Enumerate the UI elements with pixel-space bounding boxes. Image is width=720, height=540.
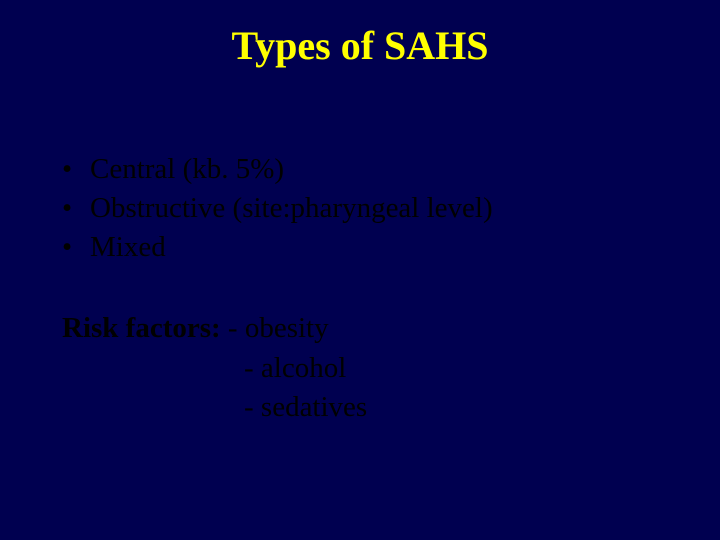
bullet-glyph-icon: • bbox=[62, 189, 90, 228]
risk-factors-label: Risk factors: bbox=[62, 312, 221, 344]
bullet-text: Mixed bbox=[90, 228, 166, 267]
bullet-text: Central (kb. 5%) bbox=[90, 150, 284, 189]
risk-factors-item: - alcohol bbox=[62, 349, 662, 388]
risk-factors-line-1: Risk factors: - obesity bbox=[62, 309, 662, 348]
bullet-text: Obstructive (site:pharyngeal level) bbox=[90, 189, 493, 228]
bullet-item: • Obstructive (site:pharyngeal level) bbox=[62, 189, 662, 228]
bullet-glyph-icon: • bbox=[62, 150, 90, 189]
slide-title: Types of SAHS bbox=[0, 22, 720, 69]
risk-factors-item: - sedatives bbox=[62, 388, 662, 427]
bullet-item: • Mixed bbox=[62, 228, 662, 267]
slide: Types of SAHS • Central (kb. 5%) • Obstr… bbox=[0, 0, 720, 540]
risk-factors-first-item: - obesity bbox=[221, 312, 329, 344]
bullet-glyph-icon: • bbox=[62, 228, 90, 267]
risk-factors-block: Risk factors: - obesity - alcohol - seda… bbox=[62, 309, 662, 426]
bullet-item: • Central (kb. 5%) bbox=[62, 150, 662, 189]
slide-body: • Central (kb. 5%) • Obstructive (site:p… bbox=[62, 150, 662, 427]
